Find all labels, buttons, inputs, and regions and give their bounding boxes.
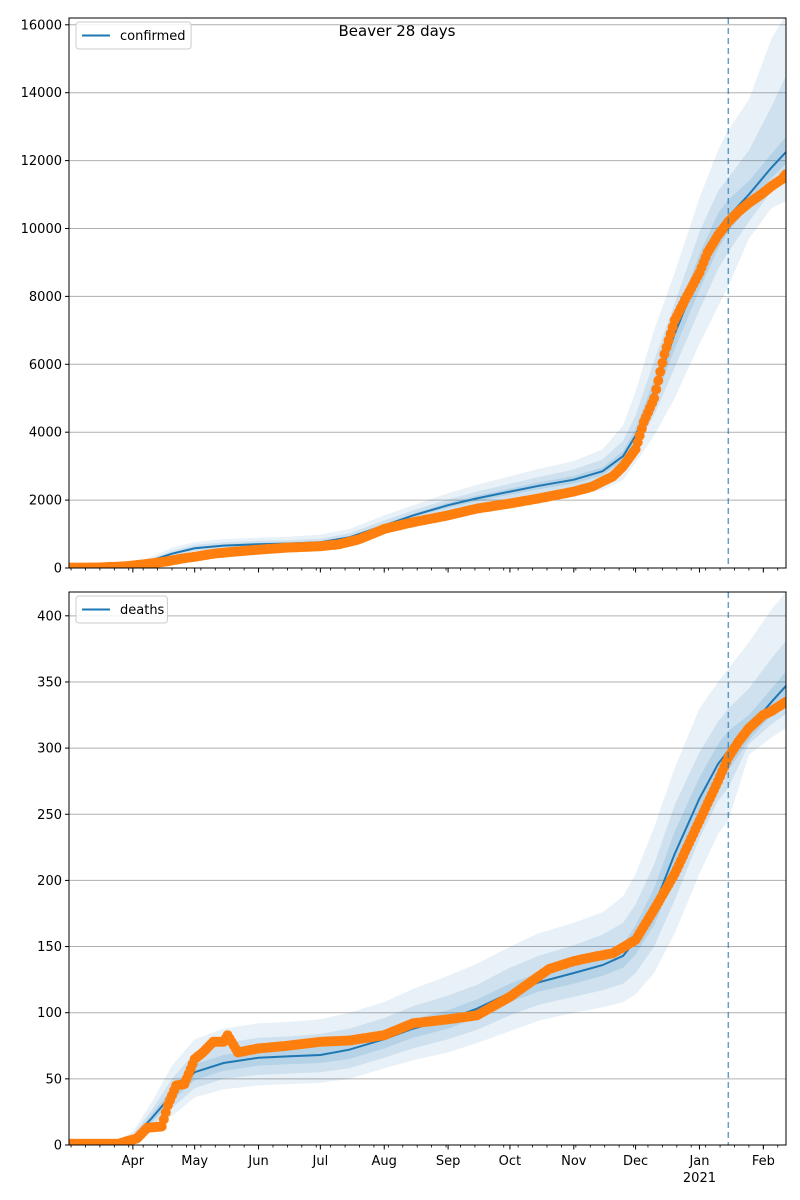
x-tick-label: Apr [122,1154,145,1169]
axes-frame [68,17,787,569]
y-tick-label: 300 [37,742,62,757]
y-tick-label: 4000 [29,426,62,441]
y-tick-label: 50 [45,1072,62,1087]
y-tick-label: 16000 [21,18,62,33]
y-tick-label: 350 [37,675,62,690]
y-axis: 0 50 100 150 200 250 300 350 400 [37,609,69,1154]
y-tick-label: 150 [37,940,62,955]
x-axis: Apr May Jun Jul Aug Sep Oct Nov Dec Jan 2021 Feb [70,1145,779,1186]
x-tick-label: Feb [752,1154,775,1169]
y-tick-label: 0 [54,1139,62,1154]
observed-point [781,696,786,707]
uncertainty-band-outer [69,592,786,1145]
plot-area [69,592,786,1145]
x-tick-label: Jun [247,1154,268,1169]
y-axis: 0 2000 4000 6000 8000 10000 12000 14000 16000 [21,18,69,577]
deaths-panel: 0 50 100 150 200 250 300 350 400 Apr May Jun Jul Aug S… [37,591,787,1186]
chart-title: Beaver 28 days [338,22,455,40]
legend-box [75,21,192,50]
y-tick-label: 200 [37,874,62,889]
x-tick-label: May [181,1154,208,1169]
plot-area [69,18,786,568]
legend-label: deaths [120,603,165,618]
confirmed-panel: 0 2000 4000 6000 8000 10000 12000 14000 16000 con… [21,17,787,577]
x-tick-label: Nov [561,1154,587,1169]
legend-box [75,595,168,624]
x-tick-label: Jul [312,1154,329,1169]
observed-point [651,384,662,395]
observed-point [649,393,660,404]
y-tick-label: 0 [54,562,62,577]
legend: confirmed [75,21,192,50]
y-tick-label: 2000 [29,494,62,509]
observed-point [653,375,664,386]
x-tick-label: Jan [688,1154,709,1169]
y-tick-label: 14000 [21,86,62,101]
x-year-label: 2021 [683,1171,716,1186]
uncertainty-band-middle [69,640,786,1145]
y-tick-label: 250 [37,808,62,823]
x-axis [70,568,779,573]
x-tick-label: Sep [436,1154,461,1169]
axes-frame [68,591,787,1146]
observed-point [657,357,668,368]
y-tick-label: 12000 [21,154,62,169]
x-tick-label: Oct [499,1154,521,1169]
observed-point [655,366,666,377]
y-tick-label: 400 [37,609,62,624]
x-tick-label: Dec [623,1154,648,1169]
legend: deaths [75,595,168,624]
y-tick-label: 10000 [21,222,62,237]
x-tick-label: Aug [372,1154,397,1169]
observed-points [69,696,786,1145]
y-tick-label: 6000 [29,358,62,373]
observed-points [69,169,786,568]
legend-label: confirmed [120,29,186,44]
observed-point [781,169,786,180]
y-tick-label: 100 [37,1006,62,1021]
y-tick-label: 8000 [29,290,62,305]
